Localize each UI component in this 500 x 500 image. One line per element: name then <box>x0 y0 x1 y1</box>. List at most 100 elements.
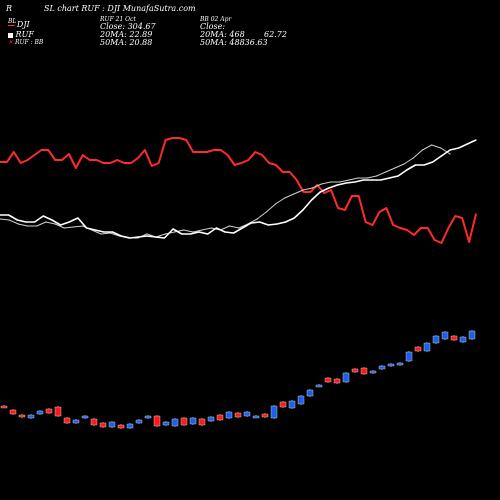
candle-body <box>36 410 44 415</box>
ma20-line-point <box>228 225 231 227</box>
candle-body <box>342 372 350 383</box>
ruf-ratio-line-point <box>385 207 387 209</box>
candle-body <box>0 405 8 409</box>
dji-price-line-point <box>146 235 148 237</box>
ma20-line-point <box>72 226 75 228</box>
candle-body <box>207 416 215 422</box>
dji-price-line-point <box>475 139 477 141</box>
ruf-ratio-line-point <box>365 221 367 223</box>
ma20-line-point <box>449 153 451 155</box>
right-extra: 62.72 <box>264 30 287 39</box>
ruf-ratio-line-point <box>282 171 284 173</box>
dji-price-line-point <box>111 231 114 233</box>
ruf-ratio-line-point <box>192 151 194 153</box>
ruf-ratio-line-point <box>123 162 125 164</box>
ma20-line-point <box>293 193 295 195</box>
dji-price-line-point <box>42 215 44 217</box>
ma20-line-point <box>26 225 29 227</box>
ma20-line-point <box>412 157 414 159</box>
ruf-ratio-line-point <box>164 139 167 141</box>
candle-body <box>288 400 296 409</box>
ruf-ratio-line <box>0 137 477 244</box>
candle-body <box>261 413 269 418</box>
ruf-ratio-line-point <box>413 234 415 236</box>
ruf-ratio-line-point <box>289 171 291 173</box>
dji-price-line-point <box>103 231 105 233</box>
candle-body <box>54 406 62 417</box>
legend-swatch-ruf <box>8 32 13 38</box>
mid-title: RUF 21 Oct <box>100 16 136 23</box>
candle-body <box>243 411 251 417</box>
overlay-label: BL <box>8 18 17 25</box>
candle-body <box>378 365 386 370</box>
legend-swatch-dji <box>8 25 15 26</box>
candle-body <box>99 422 107 428</box>
candle-body <box>432 335 440 344</box>
ruf-ratio-line-point <box>399 227 401 229</box>
dji-price-line-point <box>285 221 287 223</box>
ruf-ratio-line-point <box>254 151 256 153</box>
legend-ratio: ✕ RUF : BB <box>8 39 43 46</box>
ma20-line-point <box>440 147 442 149</box>
candle-body <box>351 368 359 373</box>
dji-price-line-point <box>440 155 442 157</box>
ruf-ratio-line-point <box>323 192 325 194</box>
ma20-line-point <box>431 144 433 146</box>
candle-body <box>180 417 188 426</box>
ruf-ratio-line-point <box>358 195 360 197</box>
ruf-ratio-line-point <box>309 191 312 193</box>
ruf-ratio-line-point <box>109 162 111 164</box>
dji-price-line-point <box>94 229 96 231</box>
dji-price-line-point <box>458 147 460 149</box>
candle-body <box>414 346 422 352</box>
ma20-line <box>0 144 451 239</box>
candle-body <box>18 414 26 418</box>
dji-price-line-point <box>449 149 451 151</box>
ruf-ratio-line-point <box>171 137 174 139</box>
ma20-line-point <box>357 177 359 179</box>
dji-price-line-point <box>224 231 226 233</box>
candle-body <box>450 335 458 341</box>
dji-price-line-point <box>432 161 434 163</box>
candle-body <box>297 395 305 405</box>
ruf-ratio-line-point <box>68 153 70 155</box>
ruf-ratio-line-point <box>475 213 477 215</box>
ruf-ratio-line-point <box>26 159 29 161</box>
ma20-line-point <box>0 218 1 220</box>
candle-body <box>315 384 323 388</box>
candle-body <box>423 342 431 352</box>
dji-price-line-point <box>267 224 269 226</box>
legend-ratio-icon: ✕ <box>8 39 14 46</box>
legend-ratio-label: RUF : BB <box>14 39 44 46</box>
candle-body <box>144 415 152 419</box>
dji-price-line-point <box>16 219 18 221</box>
ruf-ratio-line-point <box>351 195 353 197</box>
dji-price-line-point <box>276 223 278 225</box>
ma20-line-point <box>192 231 194 233</box>
candle-body <box>189 417 197 425</box>
ma-line-group <box>0 144 451 239</box>
ruf-ratio-line-point <box>178 137 180 139</box>
dji-price-line-point <box>189 233 191 235</box>
dji-price-line-point <box>241 227 243 229</box>
dji-price-line-point <box>345 182 347 184</box>
candle-body <box>81 415 89 419</box>
dji-price-line-point <box>310 199 313 201</box>
dji-price-line-point <box>354 181 356 183</box>
dji-price-line-point <box>85 227 88 229</box>
ruf-ratio-line-point <box>302 191 305 193</box>
dji-price-line-point <box>172 228 174 230</box>
legend-dji-label: DJI <box>16 20 30 29</box>
ruf-ratio-line-point <box>82 154 84 156</box>
ruf-ratio-line-point <box>6 161 8 163</box>
dji-price-line-point <box>397 175 399 177</box>
candle-body <box>27 414 35 419</box>
dji-price-line-point <box>25 221 27 223</box>
ruf-ratio-line-point <box>261 154 263 156</box>
dji-price-line-point <box>466 143 468 145</box>
ruf-ratio-line-point <box>206 151 208 153</box>
ma20-line-point <box>45 221 47 223</box>
ruf-ratio-line-point <box>337 207 339 209</box>
ruf-ratio-line-point <box>371 224 374 226</box>
